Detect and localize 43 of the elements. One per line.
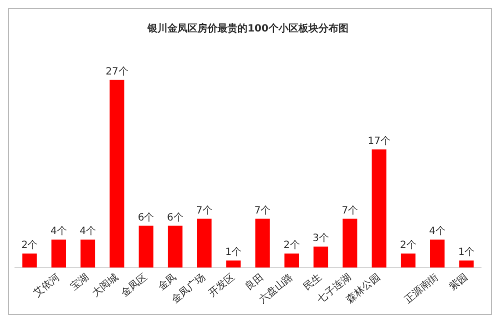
bar (168, 226, 182, 268)
data-label: 2个 (400, 239, 416, 252)
data-label: 1个 (458, 246, 475, 258)
x-tick-label: 良田 (243, 271, 266, 294)
data-label: 27个 (106, 65, 128, 78)
x-tick-label: 金凤区 (118, 271, 150, 300)
x-tick-label: 紫园 (446, 271, 470, 294)
x-tick-label: 艾依河 (31, 271, 62, 300)
data-label: 3个 (312, 232, 329, 244)
x-tick-label: 开发区 (206, 272, 237, 300)
bar (314, 246, 328, 268)
bar (197, 218, 212, 268)
bar (372, 149, 386, 268)
x-tick-label: 大阅城 (90, 271, 120, 300)
bar (80, 240, 96, 268)
data-label: 7个 (254, 204, 271, 216)
bar (138, 226, 154, 268)
x-tick-label: 民生 (301, 271, 324, 294)
x-tick-label: 金凤 (156, 271, 179, 294)
data-label: 6个 (167, 211, 184, 224)
bar (255, 218, 270, 268)
chart-title: 银川金凤区房价最贵的100个小区板块分布图 (146, 22, 348, 35)
bar (342, 218, 358, 268)
data-label: 6个 (138, 211, 154, 224)
bar (226, 260, 241, 268)
data-label: 4个 (429, 225, 446, 238)
bar (22, 254, 37, 268)
bar (51, 240, 66, 268)
x-tick-label: 正源南街 (402, 271, 441, 306)
bar (110, 80, 124, 268)
bar (284, 254, 299, 268)
x-tick-label: 宝湖 (68, 271, 92, 294)
data-label: 4个 (50, 225, 67, 238)
data-label: 1个 (225, 246, 242, 258)
data-label: 2个 (284, 239, 300, 252)
data-label: 7个 (196, 204, 212, 216)
data-label: 7个 (342, 204, 358, 216)
bar (430, 240, 445, 268)
data-label: 4个 (80, 225, 96, 238)
data-label: 2个 (21, 239, 38, 252)
data-label: 17个 (368, 134, 390, 147)
bar (459, 260, 474, 268)
bar (400, 254, 416, 268)
